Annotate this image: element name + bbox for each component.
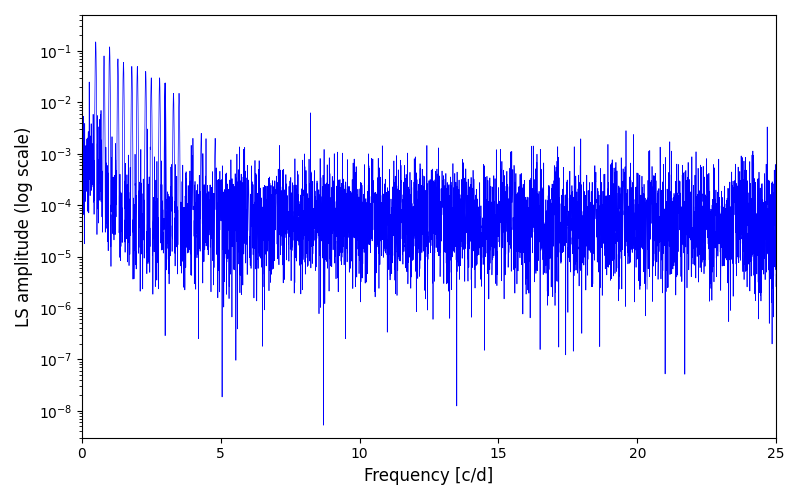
- X-axis label: Frequency [c/d]: Frequency [c/d]: [364, 467, 494, 485]
- Y-axis label: LS amplitude (log scale): LS amplitude (log scale): [15, 126, 33, 326]
